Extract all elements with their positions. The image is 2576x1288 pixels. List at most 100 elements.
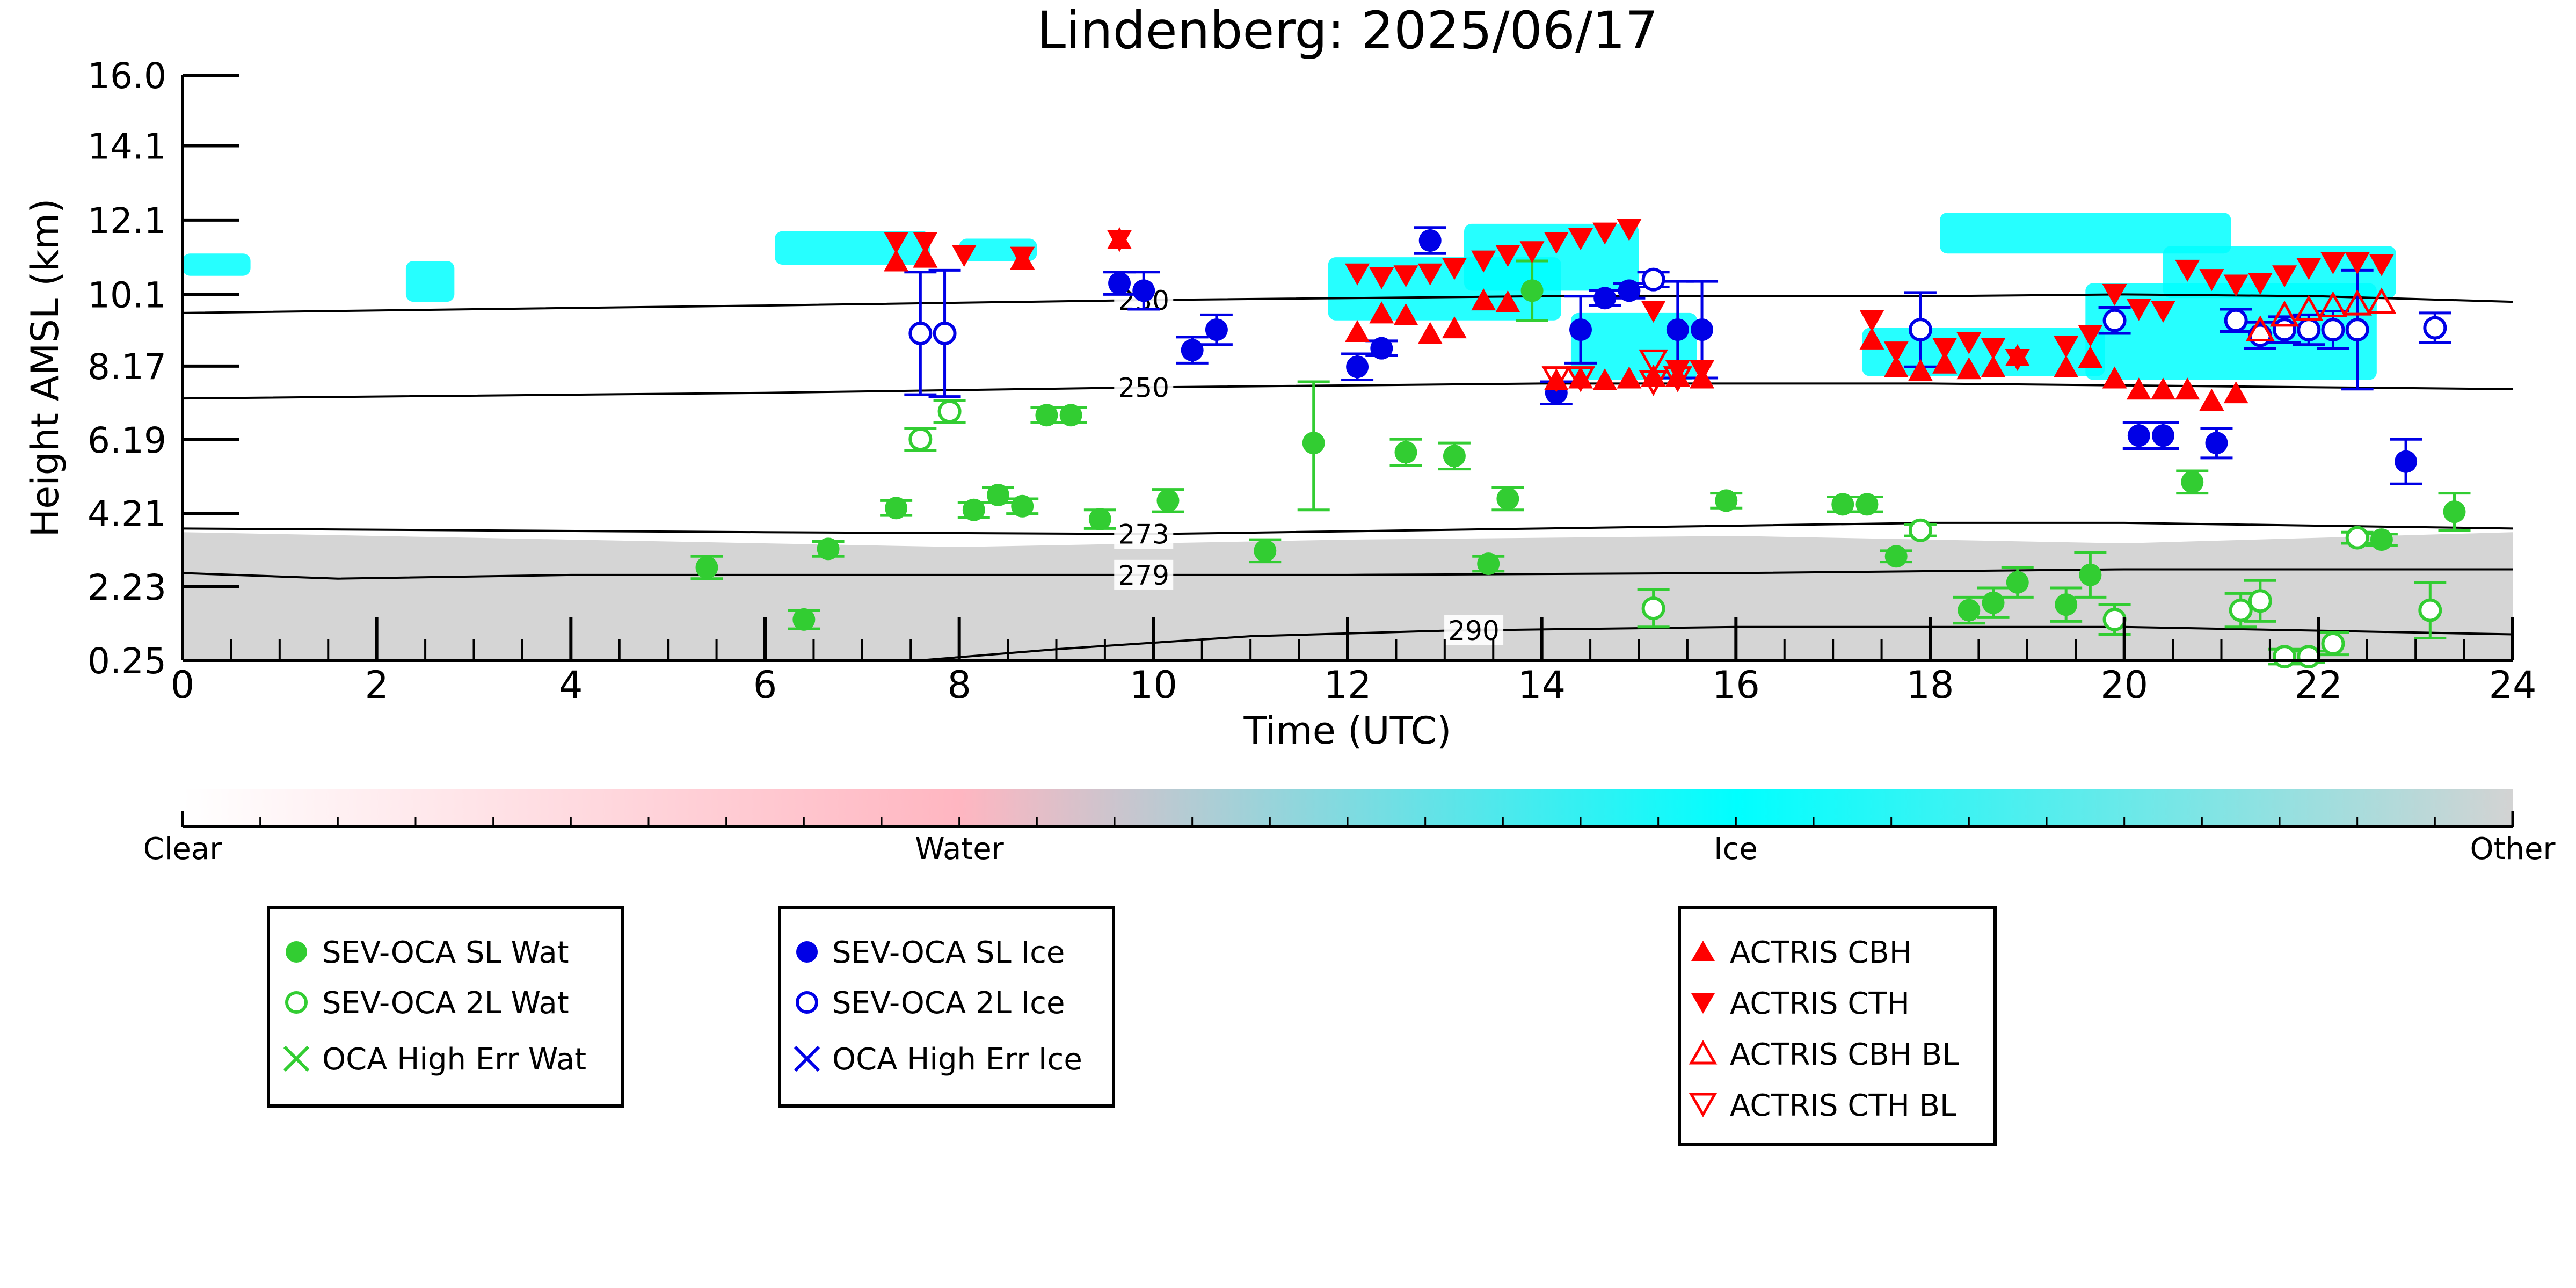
cloudnet-ice-region-6 bbox=[1570, 312, 1697, 380]
actris-cbh-bl-point-4 bbox=[2342, 289, 2372, 316]
legend-ice-box bbox=[778, 906, 1115, 1108]
data-markers bbox=[695, 219, 2466, 669]
contour-label-bg-273 bbox=[1114, 519, 1174, 549]
actris-cth-point-3 bbox=[1010, 246, 1035, 269]
sev-oca-2l-wat-point-4 bbox=[2102, 607, 2127, 631]
legend-marker-cbh bbox=[1691, 941, 1715, 961]
actris-cbh-point-27 bbox=[2102, 366, 2127, 389]
sev-oca-sl-wat-point-6 bbox=[1011, 494, 1034, 518]
x-tick-label-7: 14 bbox=[1518, 663, 1566, 707]
actris-cth-point-36 bbox=[2296, 258, 2322, 280]
actris-cth-bl-point-1 bbox=[1566, 366, 1596, 392]
legend-marker-sl-ice bbox=[796, 941, 818, 963]
actris-cbh-point-18 bbox=[1859, 327, 1884, 350]
actris-cbh-bl-point-1 bbox=[2269, 300, 2300, 327]
x-tick-label-11: 22 bbox=[2295, 663, 2342, 707]
sev-oca-sl-wat-point-2 bbox=[817, 537, 840, 561]
actris-cth-point-30 bbox=[2151, 301, 2175, 323]
plot-area: 230250273279290 0246810121416182022240.2… bbox=[88, 55, 2536, 707]
legend-entry-cbh: ACTRIS CBH bbox=[1730, 935, 1912, 970]
cloudnet-ice-region-0 bbox=[183, 253, 251, 276]
sev-oca-sl-wat-point-15 bbox=[1477, 552, 1500, 576]
actris-cbh-point-21 bbox=[1932, 351, 1958, 374]
actris-cbh-bl-point-2 bbox=[2294, 295, 2324, 321]
sev-oca-sl-ice-point-15 bbox=[2205, 432, 2228, 455]
sev-oca-2l-wat-point-1 bbox=[937, 399, 962, 424]
sev-oca-2l-ice-point-3 bbox=[1908, 318, 1932, 342]
sev-oca-2l-ice-point-4 bbox=[2102, 308, 2127, 332]
actris-cth-point-34 bbox=[2247, 273, 2273, 295]
contour-label-250: 250 bbox=[1118, 373, 1169, 404]
x-tick-label-9: 18 bbox=[1906, 663, 1954, 707]
actris-cth-point-25 bbox=[2005, 348, 2030, 371]
legend-entry-higherr-ice: OCA High Err Ice bbox=[832, 1042, 1082, 1077]
sev-oca-sl-wat-point-0 bbox=[695, 556, 718, 579]
cloudnet-ice-region-10 bbox=[1940, 213, 2231, 254]
colorbar-label-water: Water bbox=[915, 832, 1005, 867]
contour-line-230 bbox=[183, 293, 2513, 314]
sev-oca-sl-ice-point-9 bbox=[1593, 287, 1617, 310]
legend-entry-sl-ice: SEV-OCA SL Ice bbox=[832, 935, 1065, 970]
legend-marker-2l-ice bbox=[796, 991, 818, 1014]
actris-cbh-point-4 bbox=[1345, 319, 1370, 342]
actris-cth-point-39 bbox=[2369, 254, 2394, 276]
sev-oca-sl-ice-point-12 bbox=[1691, 318, 1714, 341]
x-tick-label-10: 20 bbox=[2100, 663, 2148, 707]
sev-oca-sl-wat-point-16 bbox=[1496, 487, 1519, 510]
sev-oca-sl-wat-point-27 bbox=[2181, 470, 2204, 493]
actris-cth-point-11 bbox=[1495, 245, 1520, 267]
x-tick-label-4: 8 bbox=[947, 663, 971, 707]
contour-label-bg-279 bbox=[1114, 559, 1174, 590]
legend-actris: ACTRIS CBH ACTRIS CTH ACTRIS CBH BL ACTR… bbox=[1678, 906, 1997, 1146]
actris-cth-point-29 bbox=[2126, 299, 2151, 321]
sev-oca-sl-ice-point-4 bbox=[1346, 355, 1369, 379]
x-tick-label-12: 24 bbox=[2488, 663, 2536, 707]
actris-cth-point-19 bbox=[1690, 360, 1715, 382]
sev-oca-2l-ice-point-2 bbox=[1641, 267, 1665, 292]
actris-cth-bl-point-3 bbox=[1639, 349, 1668, 376]
sev-oca-sl-wat-point-12 bbox=[1302, 432, 1325, 455]
actris-cth-point-35 bbox=[2272, 265, 2297, 288]
sev-oca-2l-ice-point-11 bbox=[2423, 316, 2447, 340]
sev-oca-sl-ice-point-3 bbox=[1205, 318, 1228, 341]
actris-cth-point-38 bbox=[2345, 252, 2370, 275]
x-tick-label-6: 12 bbox=[1323, 663, 1371, 707]
actris-cth-point-4 bbox=[1107, 230, 1132, 252]
sev-oca-sl-ice-point-2 bbox=[1181, 339, 1204, 362]
sev-oca-sl-wat-point-13 bbox=[1394, 441, 1417, 464]
sev-oca-2l-wat-point-6 bbox=[2248, 589, 2272, 613]
actris-cbh-point-8 bbox=[1442, 316, 1467, 339]
actris-cth-point-18 bbox=[1665, 360, 1690, 382]
actris-cbh-point-32 bbox=[2223, 381, 2248, 404]
actris-cth-point-28 bbox=[2102, 283, 2127, 306]
y-tick-label-5: 10.1 bbox=[88, 274, 166, 316]
actris-cth-point-13 bbox=[1544, 231, 1569, 254]
actris-cth-point-10 bbox=[1471, 250, 1496, 273]
actris-cth-point-15 bbox=[1592, 222, 1618, 245]
legend-entry-cth-bl: ACTRIS CTH BL bbox=[1730, 1088, 1956, 1123]
sev-oca-sl-ice-point-11 bbox=[1666, 318, 1689, 341]
legend-marker-sl-wat bbox=[286, 941, 307, 963]
actris-cbh-point-0 bbox=[884, 249, 909, 272]
actris-cth-bl-point-4 bbox=[1663, 366, 1693, 392]
actris-cth-point-2 bbox=[951, 245, 977, 267]
actris-cbh-point-29 bbox=[2151, 377, 2175, 400]
chart-title: Lindenberg: 2025/06/17 bbox=[1037, 1, 1658, 61]
sev-oca-2l-wat-point-10 bbox=[2345, 526, 2369, 550]
sev-oca-2l-ice-point-0 bbox=[908, 321, 933, 345]
y-tick-label-3: 6.19 bbox=[88, 420, 166, 461]
legend-ice: SEV-OCA SL Ice SEV-OCA 2L Ice OCA High E… bbox=[778, 906, 1115, 1108]
actris-cbh-point-10 bbox=[1495, 290, 1520, 312]
actris-cbh-point-20 bbox=[1908, 359, 1933, 381]
actris-cth-point-20 bbox=[1859, 310, 1884, 332]
actris-cth-point-6 bbox=[1369, 267, 1394, 289]
actris-cth-point-17 bbox=[1641, 301, 1666, 323]
legend-marker-cth-bl bbox=[1689, 1093, 1718, 1117]
actris-cbh-point-12 bbox=[1568, 366, 1593, 389]
sev-oca-2l-ice-point-1 bbox=[933, 321, 957, 345]
cloudnet-ice-region-1 bbox=[405, 261, 455, 302]
y-axis-label: Height AMSL (km) bbox=[23, 199, 67, 537]
x-axis-label: Time (UTC) bbox=[1243, 709, 1452, 753]
actris-cbh-point-11 bbox=[1544, 368, 1569, 390]
